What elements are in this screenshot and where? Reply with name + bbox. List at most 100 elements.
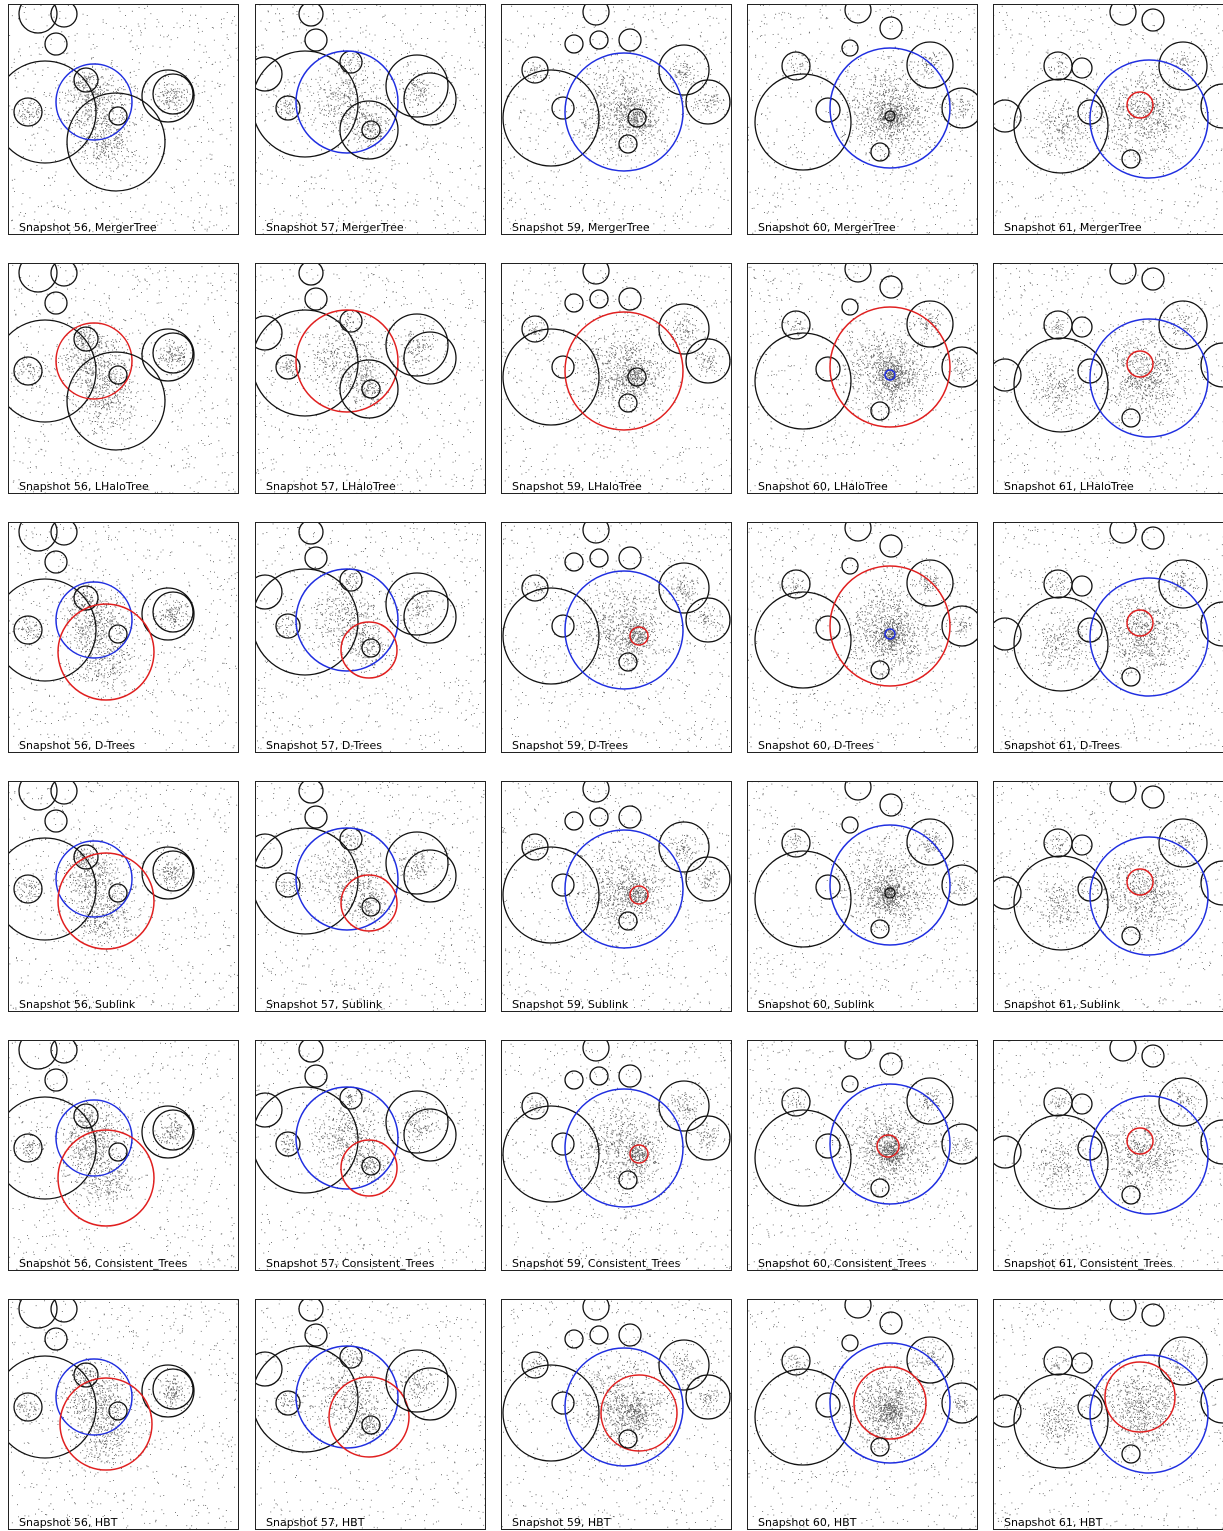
halo-circle (1201, 84, 1223, 128)
snapshot-panel: Snapshot 57, HBT (255, 1299, 486, 1530)
halo-circle (619, 653, 637, 671)
halo-circle (619, 1324, 641, 1346)
halo-circle (1110, 4, 1136, 25)
panel-label: Snapshot 60, Sublink (758, 998, 875, 1011)
halo-circle (1014, 597, 1108, 691)
halo-circle (153, 74, 193, 114)
halo-circle (340, 1346, 362, 1368)
halo-circle (51, 1299, 77, 1322)
halo-circle (1142, 9, 1164, 31)
particle-distribution (501, 263, 732, 494)
halo-circle (842, 40, 858, 56)
snapshot-panel: Snapshot 56, MergerTree (8, 4, 239, 235)
host-halo-circle (830, 825, 950, 945)
halo-circle (583, 263, 609, 284)
halo-circle (619, 29, 641, 51)
panel-label: Snapshot 56, Consistent_Trees (19, 1257, 188, 1270)
halo-circle (816, 1393, 840, 1417)
halo-circle (1014, 856, 1108, 950)
panel-frame (502, 1041, 732, 1271)
particle-plot: Snapshot 61, LHaloTree (993, 263, 1223, 494)
halo-circle (142, 847, 194, 899)
halo-circle (1159, 42, 1207, 90)
halo-circle (45, 292, 67, 314)
panel-label: Snapshot 59, MergerTree (512, 221, 650, 234)
particle-plot: Snapshot 59, Consistent_Trees (501, 1040, 732, 1271)
halo-circle (362, 380, 380, 398)
halo-circle (1159, 1337, 1207, 1385)
halo-circle (1072, 317, 1092, 337)
panel-label: Snapshot 56, HBT (19, 1516, 118, 1529)
snapshot-panel: Snapshot 60, LHaloTree (747, 263, 978, 494)
snapshot-panel: Snapshot 61, HBT (993, 1299, 1223, 1530)
panel-label: Snapshot 59, D-Trees (512, 739, 628, 752)
particle-plot: Snapshot 60, HBT (747, 1299, 978, 1530)
halo-circle (880, 794, 902, 816)
panel-frame (994, 1041, 1223, 1271)
halo-circle (299, 263, 323, 285)
halo-circle (755, 74, 851, 170)
particle-distribution (8, 522, 239, 753)
halo-circle (659, 1340, 709, 1390)
halo-circle (993, 100, 1021, 132)
particle-plot: Snapshot 61, Consistent_Trees (993, 1040, 1223, 1271)
halo-circle (565, 35, 583, 53)
halo-circle (404, 850, 456, 902)
particle-plot: Snapshot 56, Consistent_Trees (8, 1040, 239, 1271)
particle-plot: Snapshot 60, Sublink (747, 781, 978, 1012)
halo-circle (340, 51, 362, 73)
halo-circle (1122, 1445, 1140, 1463)
halo-circle (1014, 79, 1108, 173)
particle-plot: Snapshot 60, D-Trees (747, 522, 978, 753)
halo-circle (942, 347, 978, 387)
particle-plot: Snapshot 60, Consistent_Trees (747, 1040, 978, 1271)
snapshot-panel: Snapshot 59, MergerTree (501, 4, 732, 235)
halo-circle (816, 875, 840, 899)
halo-circle (1072, 576, 1092, 596)
halo-circle (109, 1143, 127, 1161)
panel-label: Snapshot 59, LHaloTree (512, 480, 642, 493)
panel-label: Snapshot 59, Sublink (512, 998, 629, 1011)
halo-circle (404, 591, 456, 643)
particle-plot: Snapshot 61, MergerTree (993, 4, 1223, 235)
halo-circle (993, 618, 1021, 650)
halo-circle (845, 4, 871, 23)
halo-circle (305, 806, 327, 828)
particle-plot: Snapshot 59, Sublink (501, 781, 732, 1012)
halo-circle (565, 553, 583, 571)
halo-circle (503, 70, 599, 166)
particle-distribution (501, 4, 732, 235)
snapshot-panel: Snapshot 61, Consistent_Trees (993, 1040, 1223, 1271)
halo-circle (565, 812, 583, 830)
halo-circle (299, 781, 323, 803)
snapshot-panel: Snapshot 60, Sublink (747, 781, 978, 1012)
halo-circle (590, 549, 608, 567)
halo-circle (1044, 1088, 1072, 1116)
particle-plot: Snapshot 57, LHaloTree (255, 263, 486, 494)
panel-label: Snapshot 60, HBT (758, 1516, 857, 1529)
halo-circle (755, 1369, 851, 1465)
halo-circle (362, 1416, 380, 1434)
halo-circle (686, 857, 730, 901)
particle-distribution (747, 1040, 977, 1271)
halo-circle (845, 263, 871, 282)
particle-distribution (994, 781, 1223, 1012)
halo-circle (1142, 527, 1164, 549)
snapshot-panel: Snapshot 59, LHaloTree (501, 263, 732, 494)
panel-frame (9, 5, 239, 235)
halo-circle (14, 616, 42, 644)
halo-circle (619, 394, 637, 412)
halo-circle (1110, 1040, 1136, 1061)
particle-distribution (748, 263, 978, 493)
halo-circle (590, 1067, 608, 1085)
snapshot-panel: Snapshot 57, D-Trees (255, 522, 486, 753)
particle-plot: Snapshot 59, D-Trees (501, 522, 732, 753)
snapshot-panel: Snapshot 56, Sublink (8, 781, 239, 1012)
halo-circle (686, 1116, 730, 1160)
halo-circle (1072, 1353, 1092, 1373)
snapshot-panel: Snapshot 59, HBT (501, 1299, 732, 1530)
halo-circle (842, 299, 858, 315)
halo-circle (755, 333, 851, 429)
halo-circle (590, 808, 608, 826)
panel-frame (994, 264, 1223, 494)
